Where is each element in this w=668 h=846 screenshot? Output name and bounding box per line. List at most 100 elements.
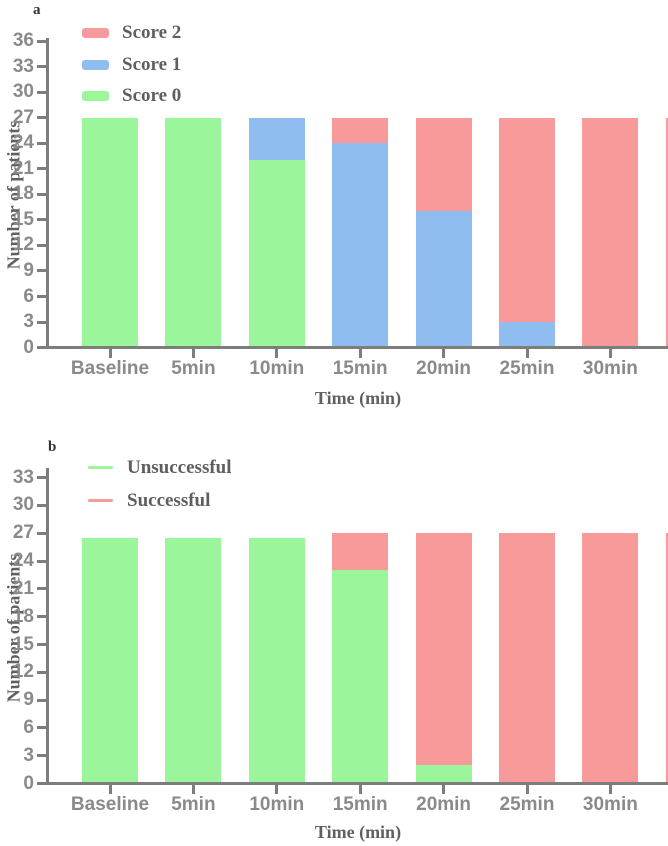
y-tick bbox=[37, 90, 47, 94]
x-tick bbox=[275, 349, 279, 358]
bar-segment-score-2 bbox=[415, 117, 472, 212]
panel-b-label: b bbox=[48, 439, 57, 455]
y-tick-label: 21 bbox=[12, 157, 34, 179]
y-tick bbox=[37, 39, 47, 43]
bar-segment-clipped bbox=[665, 117, 668, 348]
y-tick-label: 3 bbox=[23, 311, 34, 332]
y-tick-label: 21 bbox=[12, 577, 34, 599]
y-tick bbox=[37, 141, 47, 145]
x-tick bbox=[108, 349, 112, 358]
x-tick-label: 10min bbox=[249, 794, 305, 815]
y-tick bbox=[37, 192, 47, 196]
x-tick bbox=[191, 349, 195, 358]
x-tick bbox=[275, 785, 279, 794]
y-tick bbox=[37, 476, 47, 480]
x-tick-label: Baseline bbox=[70, 794, 150, 815]
y-tick-label: 18 bbox=[12, 605, 34, 627]
x-tick-label: 20min bbox=[416, 794, 472, 815]
legend-line-swatch bbox=[88, 499, 113, 502]
bar-segment-score-1 bbox=[415, 211, 472, 348]
bar-segment-successful bbox=[415, 533, 472, 765]
panel-a-y-axis-line bbox=[46, 38, 49, 349]
y-tick-label: 12 bbox=[12, 234, 34, 256]
legend-box-swatch bbox=[82, 91, 109, 101]
y-tick bbox=[37, 503, 47, 507]
y-tick bbox=[37, 559, 47, 563]
legend-entry-label: Successful bbox=[127, 489, 211, 511]
y-tick-label: 15 bbox=[12, 633, 34, 655]
y-tick bbox=[37, 754, 47, 758]
bar-segment-unsuccessful bbox=[332, 570, 389, 784]
y-tick bbox=[37, 269, 47, 273]
y-tick bbox=[37, 531, 47, 535]
x-tick bbox=[442, 349, 446, 358]
bar-segment-score-2 bbox=[582, 117, 639, 348]
y-tick bbox=[37, 243, 47, 247]
x-tick-label: 15min bbox=[332, 794, 388, 815]
y-tick-label: 27 bbox=[12, 106, 34, 128]
y-tick-label: 0 bbox=[23, 772, 34, 794]
bar-segment-score-1 bbox=[248, 117, 305, 161]
bar-segment-successful bbox=[332, 533, 389, 571]
x-tick bbox=[358, 349, 362, 358]
bar-segment-unsuccessful bbox=[248, 537, 305, 784]
y-tick bbox=[37, 698, 47, 702]
y-tick bbox=[37, 116, 47, 120]
panel-a-x-axis-title: Time (min) bbox=[314, 388, 402, 408]
y-tick bbox=[37, 218, 47, 222]
y-tick bbox=[37, 643, 47, 646]
legend-line-swatch bbox=[88, 466, 113, 469]
y-tick-label: 24 bbox=[12, 132, 34, 154]
y-tick-label: 33 bbox=[12, 55, 34, 77]
x-tick bbox=[358, 785, 362, 794]
bar-segment-score-2 bbox=[332, 117, 389, 144]
y-tick bbox=[37, 670, 47, 674]
y-tick bbox=[37, 346, 47, 349]
legend-box-swatch bbox=[82, 28, 109, 38]
x-tick bbox=[608, 785, 612, 794]
panel-a-x-axis-line bbox=[46, 346, 668, 349]
x-tick bbox=[108, 785, 112, 794]
legend-entry-label: Score 1 bbox=[122, 53, 182, 75]
bar-segment-score-0 bbox=[82, 117, 138, 348]
bar-segment-score-0 bbox=[165, 117, 222, 348]
x-tick-label: 10min bbox=[249, 358, 305, 379]
y-tick bbox=[37, 320, 47, 324]
y-tick bbox=[37, 587, 47, 591]
bar-segment-score-2 bbox=[499, 117, 555, 322]
bar-segment-score-1 bbox=[332, 143, 389, 348]
y-tick bbox=[37, 295, 47, 298]
legend-entry-label: Unsuccessful bbox=[127, 456, 232, 478]
panel-b-x-axis-line bbox=[46, 782, 668, 785]
x-tick bbox=[525, 349, 529, 358]
y-tick-label: 33 bbox=[12, 466, 34, 488]
x-tick-label: 30min bbox=[582, 358, 638, 379]
x-tick-label: 15min bbox=[332, 358, 388, 379]
legend-box-swatch bbox=[82, 59, 109, 70]
x-tick-label: Baseline bbox=[70, 358, 150, 379]
x-tick-label: 20min bbox=[416, 358, 472, 379]
x-tick-label: 30min bbox=[582, 794, 638, 815]
bar-segment-unsuccessful bbox=[165, 537, 222, 784]
legend-entry-label: Score 2 bbox=[122, 22, 182, 43]
y-tick-label: 36 bbox=[12, 30, 34, 52]
y-tick-label: 18 bbox=[12, 183, 34, 205]
y-tick-label: 27 bbox=[12, 522, 34, 544]
y-tick-label: 3 bbox=[23, 744, 34, 766]
bar-segment-score-1 bbox=[499, 322, 555, 348]
y-tick-label: 9 bbox=[23, 689, 34, 711]
panel-b-x-axis-title: Time (min) bbox=[314, 822, 402, 842]
x-tick-label: 5min bbox=[171, 358, 216, 379]
x-tick bbox=[525, 785, 529, 794]
panel-b-y-axis-line bbox=[46, 468, 49, 785]
bar-segment-clipped bbox=[665, 533, 668, 784]
y-tick-label: 30 bbox=[12, 494, 34, 516]
y-tick bbox=[37, 726, 47, 730]
x-tick bbox=[608, 349, 612, 358]
y-tick bbox=[37, 782, 47, 785]
y-tick bbox=[37, 167, 47, 171]
y-tick-label: 6 bbox=[23, 285, 34, 307]
y-tick bbox=[37, 65, 47, 69]
x-tick bbox=[191, 785, 195, 794]
